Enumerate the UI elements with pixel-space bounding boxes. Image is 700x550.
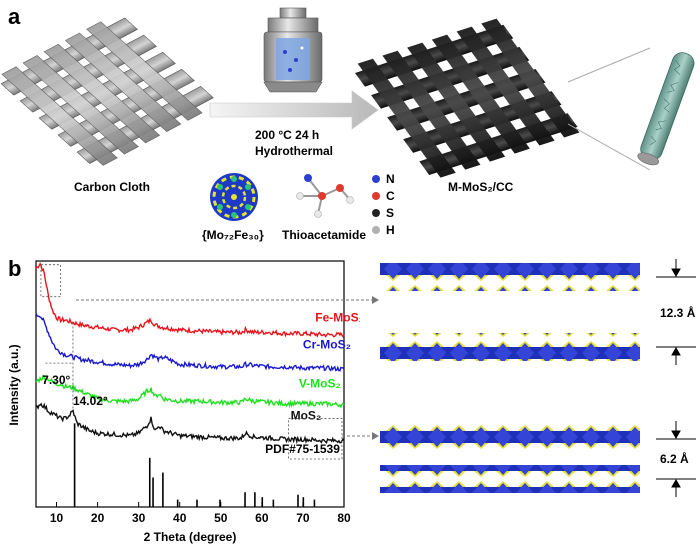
peak-label-1: 7.30° — [42, 373, 70, 387]
carbon-cloth-label: Carbon Cloth — [74, 180, 150, 194]
zoom-line-bottom — [567, 123, 651, 171]
mos2-cc-weave — [355, 18, 580, 178]
x-tick-label: 60 — [255, 511, 269, 525]
layer-fe-bottom — [380, 333, 640, 361]
xrd-plot-area: 10 20 30 40 50 60 70 80 Fe-MoS₂ Cr-MoS₂ V-MoS₂ MoS₂… — [35, 260, 360, 525]
x-axis-label: 2 Theta (degree) — [144, 530, 237, 544]
mos2-layer-structures: 12.3 Å 6.2 Å — [380, 259, 696, 497]
atom-legend: N C S H — [372, 170, 412, 238]
layer-mos2-top — [380, 425, 640, 453]
legend-swatch-n — [372, 174, 380, 183]
legend-label-s: S — [386, 205, 395, 220]
reference-label: PDF#75-1539 — [265, 442, 340, 456]
x-tick-label: 20 — [91, 511, 105, 525]
highlight-box-fe — [40, 264, 62, 298]
xrd-chart: 10 20 30 40 50 60 70 80 Fe-MoS₂ Cr-MoS₂ V-MoS₂ MoS₂… — [7, 260, 360, 544]
x-tick-label: 70 — [296, 511, 310, 525]
autoclave-icon — [263, 7, 323, 93]
legend-label-h: H — [386, 222, 395, 237]
spacing-label-bottom: 6.2 Å — [660, 451, 689, 466]
series-label-1: Cr-MoS₂ — [303, 337, 351, 351]
y-axis-label: Intensity (a.u.) — [7, 344, 21, 425]
series-line-1 — [35, 313, 345, 372]
x-tick-label: 50 — [214, 511, 228, 525]
plot-frame — [35, 260, 345, 508]
peak-label-2: 14.02° — [73, 394, 108, 408]
process-arrow — [209, 90, 379, 130]
x-tick-label: 10 — [50, 511, 64, 525]
series-line-3 — [35, 402, 345, 445]
legend-swatch-c — [372, 191, 380, 200]
spacing-label-top: 12.3 Å — [660, 305, 696, 320]
legend-swatch-h — [372, 225, 380, 234]
spacing-marker-12-3 — [656, 259, 696, 365]
layer-fe-top — [380, 263, 640, 291]
legend-swatch-s — [372, 208, 380, 217]
legend-label-n: N — [386, 171, 395, 186]
legend-item-c: C — [372, 187, 412, 204]
panel-a-illustration — [0, 7, 695, 221]
panel-b-label: b — [8, 256, 22, 281]
thioacetamide-molecule-icon — [296, 174, 354, 218]
x-tick-label: 80 — [337, 511, 351, 525]
highlight-box-mos2 — [288, 418, 343, 460]
legend-item-h: H — [372, 221, 412, 238]
layer-mos2-bottom — [380, 465, 640, 493]
legend-item-s: S — [372, 204, 412, 221]
precursor-thioacetamide-label: Thioacetamide — [282, 228, 367, 242]
legend-item-n: N — [372, 170, 412, 187]
spacing-marker-6-2 — [656, 421, 696, 497]
condition-line-1: 200 °C 24 h — [255, 128, 320, 142]
series-line-0 — [35, 262, 345, 338]
series-label-0: Fe-MoS₂ — [315, 310, 360, 324]
pom-cluster-icon — [210, 173, 258, 221]
series-label-3: MoS₂ — [291, 409, 322, 423]
x-tick-label: 40 — [173, 511, 187, 525]
condition-line-2: Hydrothermal — [255, 144, 334, 158]
panel-a-label: a — [8, 4, 21, 29]
precursor-pom-label: {Mo₇₂Fe₃₀} — [202, 228, 264, 242]
series-label-2: V-MoS₂ — [299, 377, 341, 391]
zoom-line-top — [567, 47, 651, 83]
product-label: M-MoS₂/CC — [448, 180, 514, 194]
carbon-cloth-weave — [0, 17, 214, 166]
single-fiber-icon — [637, 52, 695, 166]
x-tick-label: 30 — [132, 511, 146, 525]
series-line-2 — [35, 375, 345, 409]
legend-label-c: C — [386, 188, 395, 203]
